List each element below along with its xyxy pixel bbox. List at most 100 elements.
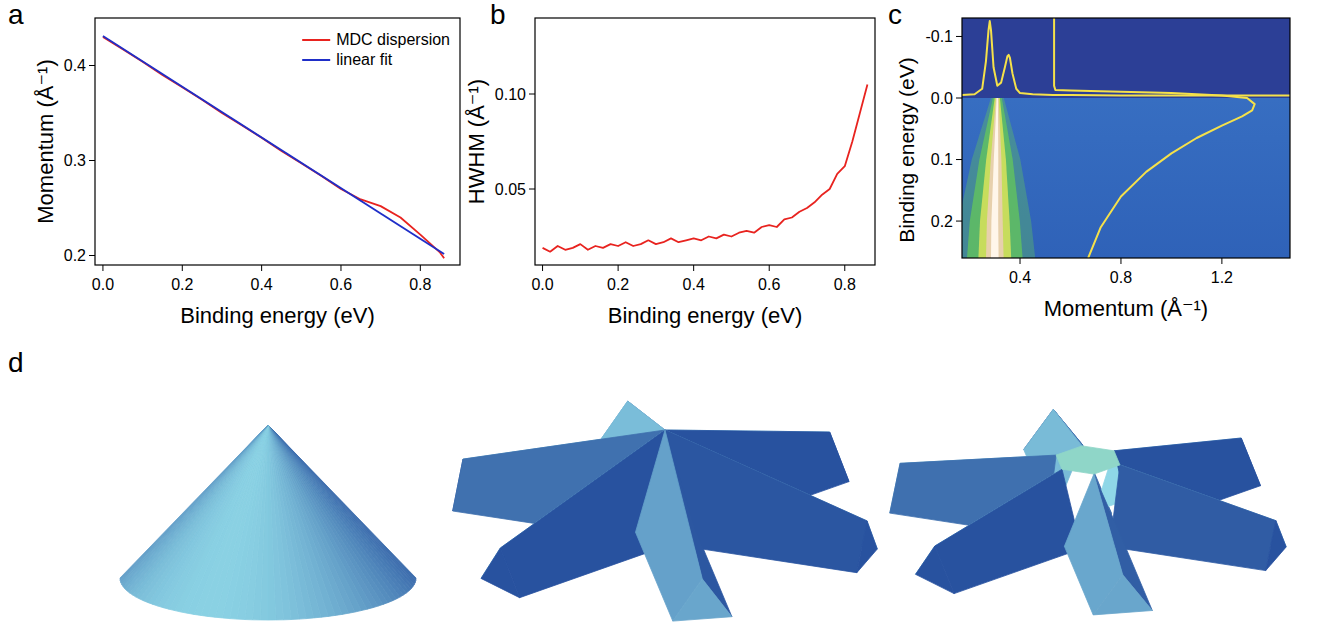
plot-frame <box>95 18 460 265</box>
y-tick <box>529 94 535 95</box>
y-tick-label: 0.2 <box>931 213 953 230</box>
star-face <box>1093 575 1152 615</box>
panel-label: c <box>888 0 902 30</box>
y-tick <box>89 65 95 66</box>
plot-area <box>962 18 1290 258</box>
star-face <box>481 548 520 598</box>
figure: 0.0 0.2 0.4 0.6 0.8 0.2 0.3 0.4 Binding energy (… <box>0 0 1319 644</box>
x-tick-label: 0.8 <box>409 276 431 293</box>
x-tick-label: 0.6 <box>330 276 352 293</box>
legend-swatch <box>302 39 330 41</box>
y-tick-label: 0.10 <box>495 86 526 103</box>
y-tick-label: 0.2 <box>64 247 86 264</box>
x-tick <box>542 265 543 271</box>
data-line <box>1054 18 1255 258</box>
y-tick <box>956 36 962 37</box>
cone-facet <box>121 425 268 585</box>
legend: MDC dispersion linear fit <box>302 31 450 68</box>
y-tick <box>89 160 95 161</box>
star-face <box>935 469 1081 593</box>
legend-label: MDC dispersion <box>336 31 450 48</box>
x-tick <box>340 265 341 271</box>
cone-facet <box>268 425 284 620</box>
y-tick <box>956 221 962 222</box>
data-line <box>962 21 1290 95</box>
y-axis-title: Momentum (Å⁻¹) <box>33 59 58 223</box>
panel-label: b <box>490 0 506 30</box>
flat-star <box>890 409 1286 615</box>
x-tick <box>102 265 103 271</box>
band-intensity <box>991 98 999 258</box>
data-line <box>103 36 444 254</box>
y-axis-title: Binding energy (eV) <box>895 57 918 243</box>
cone <box>120 425 416 620</box>
y-tick-label: 0.3 <box>64 152 86 169</box>
star-face <box>636 430 703 621</box>
x-axis-title: Momentum (Å⁻¹) <box>1044 296 1208 321</box>
cone-facet <box>268 425 299 620</box>
image-unoccupied <box>962 18 1290 98</box>
cone-facet <box>268 425 306 619</box>
cone-facet <box>122 425 268 587</box>
cone-facet <box>120 425 268 582</box>
x-tick-label: 0.4 <box>1009 269 1031 286</box>
y-tick <box>956 98 962 99</box>
y-tick-label: -0.1 <box>925 28 953 45</box>
x-tick-label: 0.4 <box>251 276 273 293</box>
plot-frame <box>535 18 875 265</box>
x-tick <box>769 265 770 271</box>
legend-swatch <box>302 59 330 61</box>
x-tick-label: 0.8 <box>1110 269 1132 286</box>
panel: 0.00.20.40.60.80.050.10Binding energy (e… <box>464 0 875 328</box>
panel: 0.0 0.2 0.4 0.6 0.8 0.2 0.3 0.4 Binding energy (… <box>8 0 460 328</box>
x-tick <box>261 265 262 271</box>
x-tick-label: 0.8 <box>834 276 856 293</box>
x-tick <box>420 265 421 271</box>
illustrations <box>120 401 1286 621</box>
x-tick <box>1221 258 1222 264</box>
y-tick <box>89 255 95 256</box>
star-top <box>1056 446 1120 474</box>
band-intensity <box>978 98 1011 258</box>
x-tick-label: 0.2 <box>607 276 629 293</box>
panel-label: a <box>8 0 24 30</box>
band-intensity <box>962 98 1035 258</box>
plot-frame <box>962 18 1290 258</box>
y-tick-label: 0.4 <box>64 57 86 74</box>
x-tick <box>1020 258 1021 264</box>
cone-facet <box>120 425 268 580</box>
cone-facet <box>268 425 276 620</box>
star-face <box>1266 521 1287 571</box>
y-tick <box>956 159 962 160</box>
panel-label: d <box>8 347 24 378</box>
y-tick-label: 0.0 <box>931 90 953 107</box>
x-tick <box>182 265 183 271</box>
legend-label: linear fit <box>336 51 393 68</box>
data-line <box>543 85 868 252</box>
star <box>453 401 878 621</box>
y-axis-title: HWHM (Å⁻¹) <box>464 79 489 204</box>
y-tick-label: 0.05 <box>495 181 526 198</box>
cone-facet <box>268 425 291 620</box>
star-face <box>1110 465 1276 571</box>
x-tick <box>618 265 619 271</box>
x-axis-title: Binding energy (eV) <box>180 303 374 328</box>
x-tick-label: 0.0 <box>92 276 114 293</box>
band-intensity <box>967 98 1023 258</box>
star-face <box>673 579 732 621</box>
x-tick <box>1120 258 1121 264</box>
x-axis-title: Binding energy (eV) <box>608 303 802 328</box>
panel: 0.40.81.2-0.10.00.10.2Momentum (Å⁻¹)Bind… <box>888 0 1290 321</box>
star-face <box>916 546 955 594</box>
data-line <box>103 37 444 258</box>
x-tick-label: 0.0 <box>531 276 553 293</box>
x-tick <box>844 265 845 271</box>
plot-area <box>543 85 868 252</box>
star-face <box>857 521 878 573</box>
x-tick <box>693 265 694 271</box>
y-tick <box>529 189 535 190</box>
x-tick-label: 0.2 <box>171 276 193 293</box>
band-intensity <box>986 98 1004 258</box>
x-tick-label: 0.6 <box>758 276 780 293</box>
x-tick-label: 1.2 <box>1211 269 1233 286</box>
